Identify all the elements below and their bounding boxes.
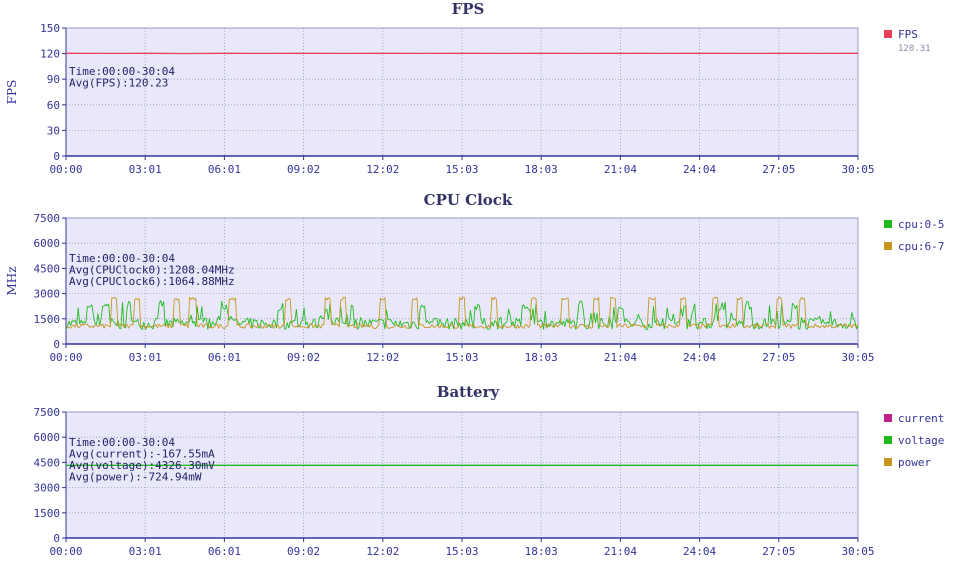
y-axis-label: FPS xyxy=(5,80,19,105)
annotation-text: Avg(voltage):4326.30mV xyxy=(69,459,215,472)
legend-label: FPS xyxy=(898,28,918,41)
x-tick-label: 15:03 xyxy=(445,545,478,558)
y-tick-label: 0 xyxy=(53,150,60,163)
x-tick-label: 12:02 xyxy=(366,351,399,364)
chart-battery: Battery 0 1500 3000 4500 6000 7500 00:00 03:01 06… xyxy=(34,383,945,558)
chart-fps: FPS 0 30 60 90 120 150 00:00 03:01 06:01 09:02 12:0… xyxy=(5,0,931,176)
x-tick-label: 18:03 xyxy=(525,545,558,558)
x-tick-label: 15:03 xyxy=(445,163,478,176)
x-tick-label: 21:04 xyxy=(604,351,637,364)
x-tick-label: 27:05 xyxy=(762,545,795,558)
annotation-text: Avg(FPS):120.23 xyxy=(69,77,168,90)
x-tick-label: 03:01 xyxy=(129,545,162,558)
x-tick-label: 18:03 xyxy=(525,351,558,364)
x-tick-label: 00:00 xyxy=(49,351,82,364)
x-tick-label: 30:05 xyxy=(841,163,874,176)
y-tick-label: 90 xyxy=(47,73,60,86)
x-tick-label: 09:02 xyxy=(287,163,320,176)
legend-label: current xyxy=(898,412,944,425)
legend-swatch xyxy=(884,242,892,250)
legend-value: 120.31 xyxy=(898,44,931,54)
y-tick-label: 7500 xyxy=(34,212,61,225)
annotation-text: Avg(CPUClock6):1064.88MHz xyxy=(69,275,235,288)
legend-label: voltage xyxy=(898,434,944,447)
annotation-text: Avg(current):-167.55mA xyxy=(69,448,215,461)
y-tick-label: 60 xyxy=(47,99,60,112)
legend-swatch xyxy=(884,30,892,38)
x-tick-label: 30:05 xyxy=(841,545,874,558)
x-tick-label: 27:05 xyxy=(762,351,795,364)
x-tick-label: 27:05 xyxy=(762,163,795,176)
y-tick-label: 3000 xyxy=(34,288,61,301)
y-tick-label: 0 xyxy=(53,532,60,545)
legend-swatch xyxy=(884,220,892,228)
x-tick-label: 03:01 xyxy=(129,163,162,176)
y-tick-label: 3000 xyxy=(34,482,61,495)
x-tick-label: 03:01 xyxy=(129,351,162,364)
y-tick-label: 30 xyxy=(47,124,60,137)
y-tick-label: 7500 xyxy=(34,406,61,419)
chart-title: Battery xyxy=(437,383,501,401)
y-tick-label: 120 xyxy=(40,48,60,61)
y-axis-label: MHz xyxy=(5,266,19,295)
x-tick-label: 24:04 xyxy=(683,163,716,176)
x-tick-label: 24:04 xyxy=(683,545,716,558)
chart-title: FPS xyxy=(452,0,485,18)
x-tick-label: 12:02 xyxy=(366,163,399,176)
x-tick-label: 09:02 xyxy=(287,351,320,364)
x-tick-label: 18:03 xyxy=(525,163,558,176)
legend-swatch xyxy=(884,414,892,422)
y-tick-label: 1500 xyxy=(34,507,61,520)
annotation-text: Avg(power):-724.94mW xyxy=(69,471,202,484)
y-tick-label: 4500 xyxy=(34,456,61,469)
y-tick-label: 6000 xyxy=(34,237,61,250)
y-tick-label: 4500 xyxy=(34,262,61,275)
legend-label: cpu:0-5 xyxy=(898,218,944,231)
x-tick-label: 30:05 xyxy=(841,351,874,364)
x-tick-label: 21:04 xyxy=(604,545,637,558)
x-tick-label: 06:01 xyxy=(208,351,241,364)
series-line-cpu-6-7 xyxy=(65,296,859,329)
x-tick-label: 00:00 xyxy=(49,163,82,176)
legend-label: cpu:6-7 xyxy=(898,240,944,253)
x-tick-label: 06:01 xyxy=(208,163,241,176)
x-tick-label: 24:04 xyxy=(683,351,716,364)
legend-swatch xyxy=(884,458,892,466)
x-tick-label: 12:02 xyxy=(366,545,399,558)
legend-label: power xyxy=(898,456,931,469)
annotation-text: Time:00:00-30:04 xyxy=(69,436,175,449)
y-tick-label: 1500 xyxy=(34,313,61,326)
x-tick-label: 09:02 xyxy=(287,545,320,558)
chart-title: CPU Clock xyxy=(424,191,513,209)
series-line-cpu-0-5 xyxy=(65,300,859,331)
x-tick-label: 15:03 xyxy=(445,351,478,364)
chart-cpu-clock: CPU Clock 0 1500 3000 4500 6000 7500 00:00 03:01… xyxy=(5,191,944,364)
x-tick-label: 06:01 xyxy=(208,545,241,558)
legend-swatch xyxy=(884,436,892,444)
annotation-text: Time:00:00-30:04 xyxy=(69,65,175,78)
annotation-text: Avg(CPUClock0):1208.04MHz xyxy=(69,264,235,277)
x-tick-label: 00:00 xyxy=(49,545,82,558)
annotation-text: Time:00:00-30:04 xyxy=(69,252,175,265)
x-tick-label: 21:04 xyxy=(604,163,637,176)
y-tick-label: 0 xyxy=(53,338,60,351)
y-tick-label: 6000 xyxy=(34,431,61,444)
y-tick-label: 150 xyxy=(40,22,60,35)
